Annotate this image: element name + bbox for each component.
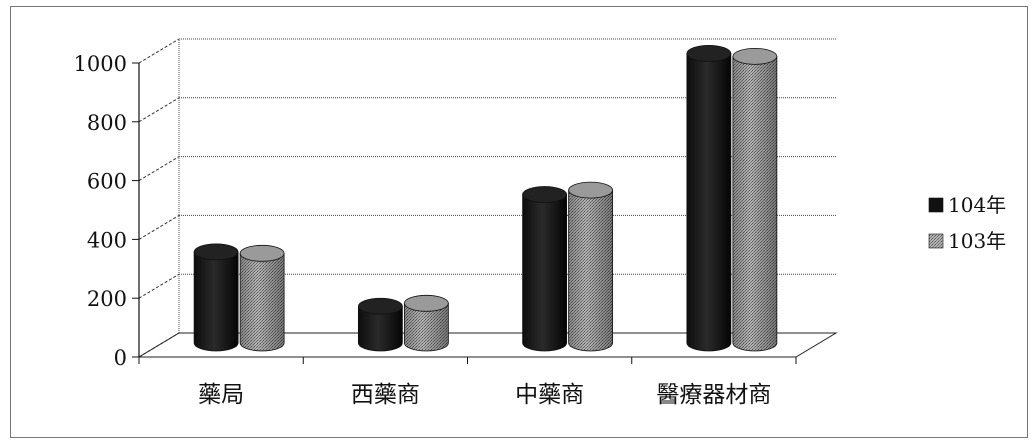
wall-diagonal	[138, 214, 180, 240]
bar-shading	[404, 303, 449, 351]
chart-frame: 0 200 400 600 800 1000 藥局 西藥商 中藥商 醫療器材商 104年 103年	[10, 6, 1028, 438]
bar-shading	[732, 56, 777, 351]
legend-label: 104年	[948, 193, 1006, 217]
bar-shading	[568, 190, 613, 351]
bar-body	[522, 194, 568, 352]
bar	[522, 186, 568, 352]
y-tick-label: 200	[87, 287, 127, 311]
y-tick-label: 400	[87, 228, 127, 252]
bar-top	[568, 181, 614, 199]
legend-swatch	[928, 233, 944, 249]
bar-top	[357, 297, 403, 315]
x-tick-label: 醫療器材商	[656, 382, 771, 408]
bar-top	[732, 47, 778, 65]
bar-chart: 0 200 400 600 800 1000 藥局 西藥商 中藥商 醫療器材商 104年 103年	[74, 38, 1006, 408]
x-tick-label: 西藥商	[351, 382, 420, 408]
bar	[193, 243, 239, 352]
x-tick-label: 藥局	[198, 382, 244, 408]
bar	[403, 294, 449, 352]
bar-top	[193, 243, 239, 261]
bar-body	[193, 251, 239, 352]
bar-top	[522, 186, 568, 203]
legend-swatch	[928, 197, 944, 213]
bar-body	[686, 53, 732, 352]
x-tick-label: 中藥商	[515, 382, 584, 408]
wall-diagonal	[138, 156, 180, 182]
y-tick-label: 1000	[74, 52, 127, 76]
bar	[239, 244, 285, 352]
wall-diagonal	[138, 97, 180, 123]
bar	[732, 47, 778, 352]
wall-diagonal	[138, 273, 180, 299]
bar	[568, 181, 614, 352]
legend: 104年 103年	[928, 193, 1006, 253]
y-tick-label: 0	[114, 346, 127, 370]
bar-top	[403, 294, 449, 312]
bar-body	[357, 305, 403, 352]
y-tick-label: 600	[87, 170, 127, 194]
floor	[137, 332, 838, 358]
bar-shading	[240, 253, 285, 351]
bar-top	[239, 244, 285, 262]
axes-layer	[132, 38, 838, 364]
bar-top	[686, 45, 732, 62]
bar	[686, 45, 732, 352]
bars-layer	[193, 45, 778, 352]
y-tick-label: 800	[87, 111, 127, 135]
bar	[357, 297, 403, 352]
wall-diagonal	[138, 38, 180, 64]
legend-label: 103年	[948, 229, 1006, 253]
labels-layer: 0 200 400 600 800 1000 藥局 西藥商 中藥商 醫療器材商	[74, 52, 772, 408]
